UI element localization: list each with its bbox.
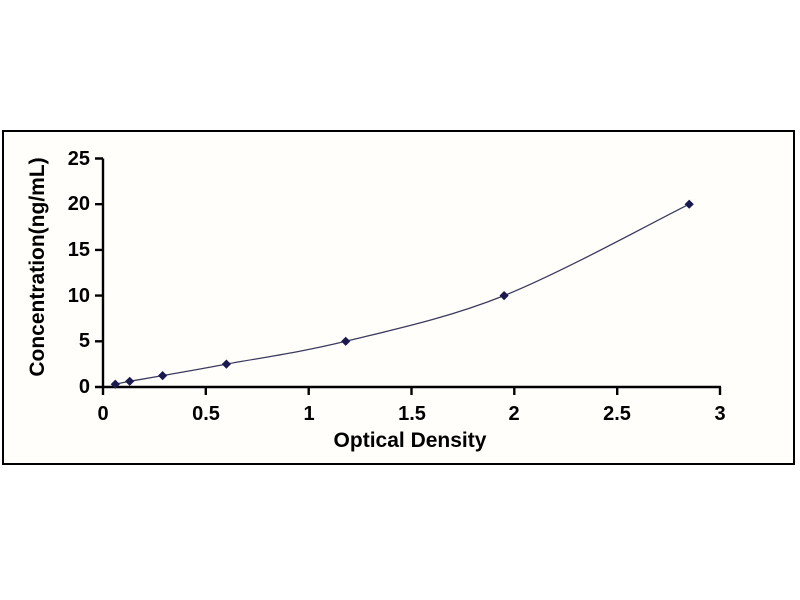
data-point-marker [221, 359, 231, 369]
y-tick-label: 15 [67, 239, 90, 261]
x-axis-title: Optical Density [333, 429, 487, 452]
data-point-marker [684, 199, 694, 209]
x-tick-label: 0.5 [192, 403, 220, 425]
data-point-marker [158, 371, 168, 381]
y-tick-label: 25 [67, 148, 90, 170]
x-tick-label: 1.5 [398, 403, 426, 425]
data-point-marker [125, 376, 135, 386]
y-tick-label: 0 [78, 376, 90, 398]
y-tick-label: 20 [67, 193, 90, 215]
data-point-marker [499, 291, 509, 301]
x-tick-label: 2 [508, 403, 520, 425]
axis-lines [95, 157, 722, 395]
x-tick-label: 2.5 [603, 403, 631, 425]
y-tick-label: 5 [78, 330, 90, 352]
data-point-marker [110, 379, 120, 389]
x-tick-label: 0 [97, 403, 109, 425]
x-tick-label: 1 [303, 403, 315, 425]
x-tick-label: 3 [714, 403, 726, 425]
data-point-marker [341, 336, 351, 346]
chart-frame [2, 130, 795, 465]
y-tick-label: 10 [67, 285, 90, 307]
standard-curve-line [115, 203, 690, 385]
